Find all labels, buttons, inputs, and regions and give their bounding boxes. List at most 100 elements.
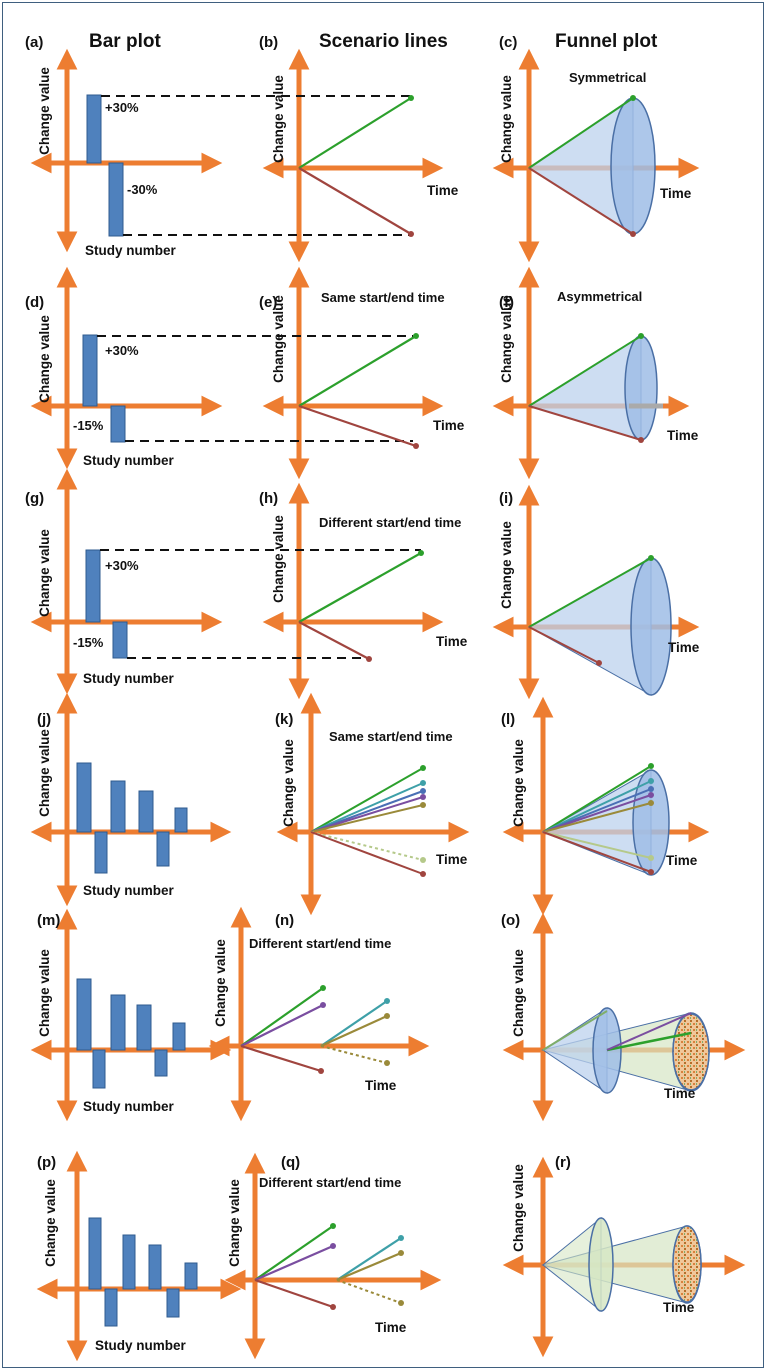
x-label-d: Study number	[83, 453, 175, 468]
cone-base-c	[610, 97, 656, 235]
endpoint-i-dn	[596, 660, 602, 666]
scenario-line-n4	[320, 1014, 388, 1048]
y-label-c: Change value	[499, 75, 514, 163]
scenario-line-e-up	[298, 335, 417, 407]
scenario-line-q5	[336, 1279, 402, 1304]
scenario-line-n1	[240, 1004, 324, 1047]
scenario-line-b-dn	[298, 167, 412, 235]
bar-a1	[86, 94, 102, 164]
scenario-line-k1	[310, 782, 424, 833]
x-label-p: Study number	[95, 1338, 187, 1353]
x-label-g: Study number	[83, 671, 175, 686]
y-label-f: Change value	[499, 295, 514, 383]
y-label-e: Change value	[271, 295, 286, 383]
cone-base-r-big-texture	[672, 1225, 702, 1303]
endpoint-q4	[398, 1250, 404, 1256]
scenario-line-n0	[240, 987, 324, 1047]
x-label-i: Time	[668, 640, 700, 655]
cone-base-f	[624, 335, 658, 441]
bar-m3	[110, 994, 126, 1051]
bar-plot-header: Bar plot	[89, 31, 161, 52]
bar-p1	[88, 1217, 102, 1290]
cone-base-i	[630, 557, 672, 696]
endpoint-q5	[398, 1300, 404, 1306]
endpoint-k5	[420, 857, 426, 863]
y-label-k: Change value	[281, 739, 296, 827]
bar-m1	[76, 978, 92, 1051]
scenario-line-c-up	[528, 97, 634, 169]
y-label-o: Change value	[511, 949, 526, 1037]
endpoint-l1	[648, 778, 654, 784]
scenario-line-q2	[254, 1278, 334, 1309]
panel-letter-n: (n)	[275, 912, 294, 929]
scenario-line-k4	[310, 804, 424, 833]
endpoint-q1	[330, 1243, 336, 1249]
x-label-a: Study number	[85, 243, 177, 258]
y-label-j: Change value	[37, 729, 52, 817]
bars-layer	[76, 94, 198, 1327]
scenario-line-k6	[310, 831, 424, 875]
endpoint-l5	[648, 855, 654, 861]
endpoint-f-dn	[638, 437, 644, 443]
label-different-time-q: Different start/end time	[259, 1175, 401, 1190]
panel-letters: (a) (b) (c) (d) (e) (f) (g) (h) (i) (j) …	[25, 34, 571, 1171]
label-plus30-d: +30%	[105, 343, 139, 358]
scenario-line-b-up	[298, 97, 412, 169]
scenario-line-f-dn	[528, 405, 642, 441]
scenario-line-q4	[336, 1251, 402, 1282]
endpoint-l3	[648, 792, 654, 798]
scenario-line-n5	[320, 1045, 388, 1064]
scenario-line-k3	[310, 796, 424, 833]
funnel-plot-header: Funnel plot	[555, 31, 658, 52]
bar-j2	[94, 831, 108, 874]
cone-base-r-small	[588, 1217, 614, 1312]
panel-letter-r: (r)	[555, 1154, 571, 1171]
label-different-time-n: Different start/end time	[249, 936, 391, 951]
panel-letter-m: (m)	[37, 912, 60, 929]
scenario-line-q1	[254, 1244, 334, 1282]
x-label-o: Time	[664, 1086, 696, 1101]
endpoint-q2	[330, 1304, 336, 1310]
endpoint-b-up	[408, 95, 414, 101]
bar-m5	[154, 1049, 168, 1077]
scenario-line-q3	[336, 1237, 402, 1281]
x-label-j: Study number	[83, 883, 175, 898]
cone-body-f	[527, 335, 642, 441]
scenario-line-l3	[542, 794, 652, 833]
endpoint-l6	[648, 869, 654, 875]
y-label-n: Change value	[213, 939, 228, 1027]
x-label-f: Time	[667, 428, 699, 443]
y-label-g: Change value	[37, 529, 52, 617]
scenario-line-l6	[542, 831, 652, 873]
panel-letter-h: (h)	[259, 490, 278, 507]
x-label-n: Time	[365, 1078, 397, 1093]
x-label-c: Time	[660, 186, 692, 201]
endpoint-n0	[320, 985, 326, 991]
y-label-l: Change value	[511, 739, 526, 827]
panel-letter-k: (k)	[275, 711, 293, 728]
label-different-time-h: Different start/end time	[319, 515, 461, 530]
endpoint-k0	[420, 765, 426, 771]
endpoint-e-up	[413, 333, 419, 339]
panel-letter-l: (l)	[501, 711, 515, 728]
bar-j4	[138, 790, 154, 833]
scenario-line-i-dn	[528, 626, 600, 664]
scenario-line-c-dn	[528, 167, 634, 235]
panel-letter-e: (e)	[259, 294, 277, 311]
x-axis-labels: Study number Time Time Study number Time…	[83, 183, 700, 1353]
scenario-line-e-dn	[298, 404, 417, 448]
endpoint-n5	[384, 1060, 390, 1066]
bar-m4	[136, 1004, 152, 1051]
endpoint-k1	[420, 780, 426, 786]
cone-base-o-small	[592, 1007, 622, 1094]
bar-p2	[104, 1288, 118, 1327]
endpoint-l2	[648, 786, 654, 792]
panel-letter-f: (f)	[499, 294, 514, 311]
x-label-h: Time	[436, 634, 468, 649]
endpoint-h-dn	[366, 656, 372, 662]
label-minus15-d: -15%	[73, 418, 104, 433]
bar-d2	[110, 405, 126, 443]
endpoint-q0	[330, 1223, 336, 1229]
label-asymmetrical: Asymmetrical	[557, 289, 642, 304]
label-same-time-k: Same start/end time	[329, 729, 453, 744]
